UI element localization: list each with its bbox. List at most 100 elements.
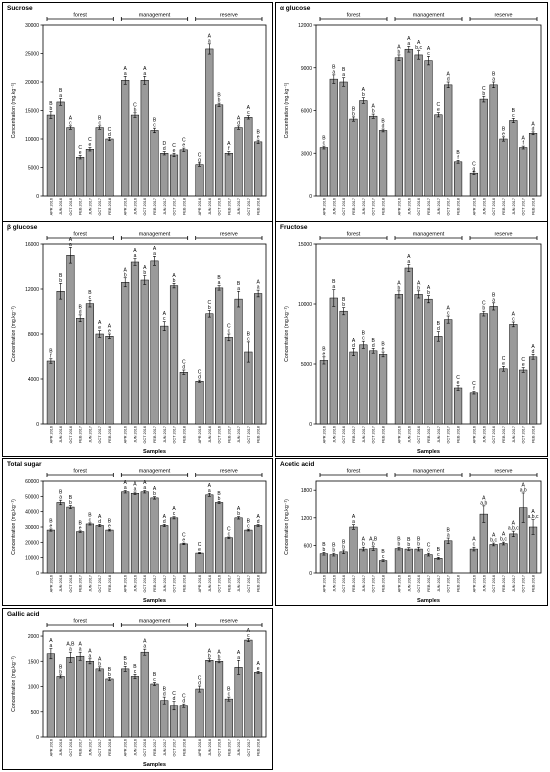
bar <box>359 344 368 425</box>
bar <box>254 525 263 574</box>
significance-lowercase: a <box>143 71 146 77</box>
significance-lowercase: b <box>482 306 485 312</box>
bar <box>359 548 368 574</box>
significance-uppercase: A <box>172 273 176 279</box>
x-tick-label: FEB 2018 <box>182 426 186 443</box>
significance-lowercase: b <box>49 106 52 112</box>
y-tick-label: 1800 <box>301 488 312 494</box>
significance-lowercase: e <box>522 362 525 368</box>
significance-lowercase: c <box>427 548 430 554</box>
y-tick-label: 2000 <box>28 634 39 640</box>
significance-lowercase: a,b,c <box>528 514 539 520</box>
bar <box>434 114 443 197</box>
x-tick-label: JUN 2016 <box>133 575 137 592</box>
significance-lowercase: b <box>153 491 156 497</box>
chart-svg: 0 500 1000 1500 2000 Concentration (mg.kg⁻¹) S… <box>11 619 267 768</box>
significance-lowercase: a <box>134 487 137 493</box>
significance-lowercase: a <box>134 253 137 259</box>
bar <box>205 494 214 574</box>
significance-uppercase: C <box>88 137 92 143</box>
y-tick-label: 60000 <box>25 479 39 485</box>
x-tick-label: FEB 2017 <box>79 575 83 592</box>
significance-lowercase: a <box>69 647 72 653</box>
x-tick-label: OCT 2017 <box>247 426 251 443</box>
x-tick-label: FEB 2018 <box>108 575 112 592</box>
x-tick-label: OCT 2017 <box>98 198 102 215</box>
bar <box>224 153 233 197</box>
significance-uppercase: C <box>182 360 186 366</box>
significance-uppercase: A <box>98 656 102 662</box>
significance-lowercase: a <box>124 71 127 77</box>
bar <box>195 164 204 197</box>
significance-lowercase: c <box>173 511 176 517</box>
significance-lowercase: a <box>332 284 335 290</box>
significance-lowercase: d <box>182 699 185 705</box>
bar <box>378 354 388 425</box>
significance-uppercase: B <box>247 331 251 337</box>
significance-lowercase: b <box>417 542 420 548</box>
significance-lowercase: c <box>163 316 166 322</box>
significance-uppercase: C <box>482 301 486 307</box>
x-tick-label: APR 2016 <box>397 198 401 215</box>
significance-lowercase: b <box>124 661 127 667</box>
x-tick-label: JUN 2016 <box>482 426 486 443</box>
significance-lowercase: e <box>437 107 440 113</box>
significance-uppercase: B <box>342 67 346 73</box>
significance-uppercase: B <box>407 537 411 543</box>
x-tick-label: JUN 2017 <box>362 198 366 215</box>
bar <box>121 282 130 425</box>
group-label: reserve <box>220 13 238 19</box>
y-tick-label: 0 <box>309 571 312 577</box>
x-tick-label: FEB 2017 <box>427 575 431 592</box>
group-label: management <box>139 469 171 475</box>
bar <box>319 147 329 197</box>
significance-lowercase: c <box>247 336 250 342</box>
significance-uppercase: B <box>217 491 221 497</box>
significance-uppercase: A <box>482 495 486 501</box>
bar <box>319 553 329 574</box>
bar <box>469 548 479 574</box>
bar <box>254 672 263 738</box>
y-tick-label: 9000 <box>301 66 312 72</box>
bar <box>160 700 169 738</box>
x-tick-label: JUN 2016 <box>59 198 63 215</box>
bar <box>76 156 85 197</box>
significance-lowercase: c <box>89 517 92 523</box>
significance-uppercase: B <box>124 656 128 662</box>
bar <box>394 548 404 574</box>
significance-uppercase: C <box>198 152 202 158</box>
significance-lowercase: b <box>218 98 221 104</box>
significance-lowercase: a <box>124 485 127 491</box>
bar <box>85 149 94 197</box>
group-label: reserve <box>220 469 238 475</box>
significance-uppercase: A <box>237 506 241 512</box>
x-tick-label: JUN 2017 <box>437 426 441 443</box>
chart-svg: 0 600 1200 1800 Concentration (mg.kg⁻¹) Sampl… <box>284 469 542 604</box>
bar <box>244 117 253 197</box>
significance-uppercase: A <box>417 280 421 286</box>
significance-uppercase: C <box>172 691 176 697</box>
significance-uppercase: A <box>362 537 366 543</box>
bar <box>244 351 253 425</box>
chart-panel-gallic-acid: Gallic acid 0 500 1000 1500 2000 Concentration… <box>2 608 273 770</box>
y-tick-label: 20000 <box>25 540 39 546</box>
x-tick-label: JUN 2016 <box>59 575 63 592</box>
significance-uppercase: A <box>256 280 260 286</box>
y-tick-label: 5000 <box>301 362 312 368</box>
bar <box>66 506 75 574</box>
significance-lowercase: d <box>108 132 111 138</box>
y-tick-label: 30000 <box>25 525 39 531</box>
x-tick-label: OCT 2017 <box>247 739 251 756</box>
significance-uppercase: A <box>397 44 401 50</box>
bar <box>121 668 130 738</box>
bar <box>424 60 433 197</box>
bar <box>349 526 358 574</box>
bar <box>224 698 233 738</box>
significance-uppercase: A <box>447 72 451 78</box>
bar <box>369 350 378 425</box>
significance-lowercase: a <box>492 77 495 83</box>
bar <box>169 517 179 574</box>
bar <box>244 639 253 738</box>
group-label: forest <box>73 232 87 238</box>
x-tick-label: OCT 2016 <box>69 198 73 215</box>
